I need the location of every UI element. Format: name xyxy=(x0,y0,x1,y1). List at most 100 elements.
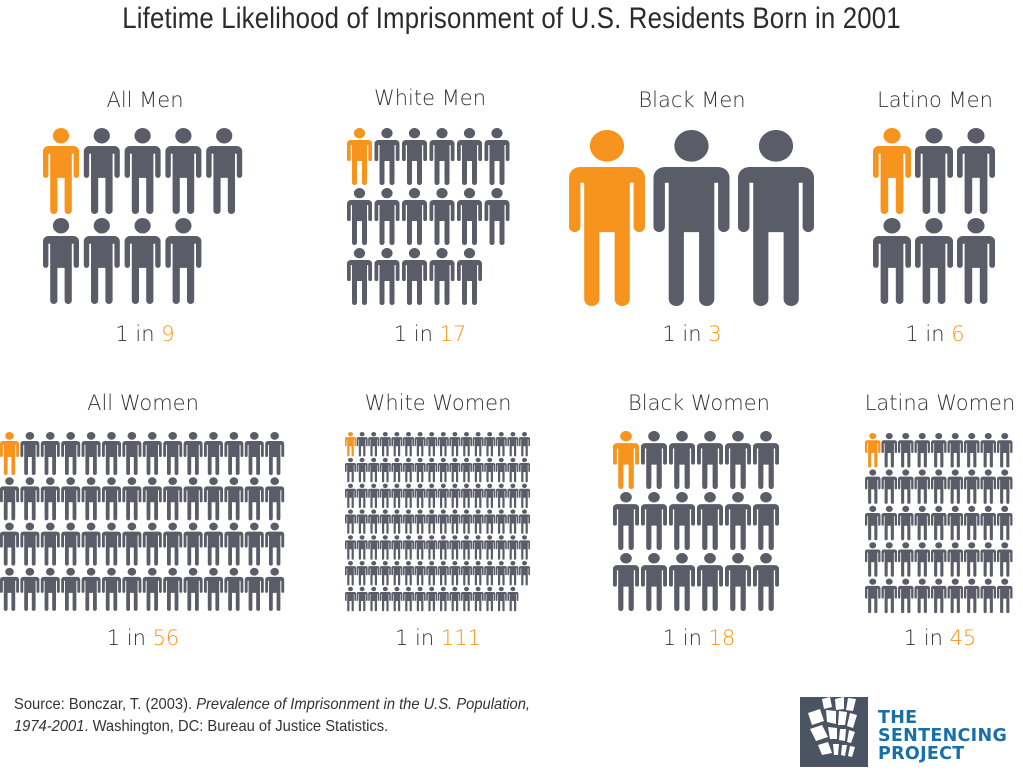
person-icon xyxy=(947,578,963,614)
person-icon xyxy=(183,567,203,611)
person-icon xyxy=(402,535,414,560)
person-icon-highlighted xyxy=(569,130,645,306)
person-icon xyxy=(83,128,120,214)
person-icon xyxy=(437,509,449,534)
person-icon xyxy=(495,535,507,560)
person-icon xyxy=(345,457,356,483)
person-icon xyxy=(429,248,455,305)
person-icon xyxy=(914,542,930,577)
person-icon xyxy=(81,432,101,475)
person-icon xyxy=(206,128,243,214)
person-icon xyxy=(379,586,391,612)
person-icon xyxy=(449,509,461,534)
person-icon-highlighted xyxy=(43,128,79,214)
person-icon xyxy=(391,509,403,534)
logo-wordmark: THE SENTENCING PROJECT xyxy=(878,709,1007,763)
stat-white-women: 1 in 111 xyxy=(338,626,538,650)
person-icon xyxy=(437,483,449,509)
person-icon xyxy=(472,586,484,612)
person-icon xyxy=(472,509,484,534)
person-icon xyxy=(641,492,667,550)
person-icon xyxy=(391,457,403,483)
pictograph-svg xyxy=(865,433,1013,614)
person-icon xyxy=(203,477,223,521)
person-icon xyxy=(957,128,995,214)
person-icon xyxy=(507,483,519,509)
person-icon xyxy=(124,128,161,214)
person-icon xyxy=(374,128,400,185)
stat-prefix: 1 in xyxy=(903,626,950,650)
person-icon xyxy=(0,477,20,521)
person-icon xyxy=(368,560,380,586)
person-icon xyxy=(472,457,484,483)
person-icon xyxy=(437,560,449,586)
person-icon xyxy=(484,457,496,483)
person-icon xyxy=(391,560,403,586)
person-icon xyxy=(753,431,779,489)
person-icon xyxy=(402,560,414,586)
person-icon xyxy=(414,535,426,560)
person-icon xyxy=(183,432,203,475)
person-icon xyxy=(224,522,244,566)
person-icon xyxy=(518,509,530,534)
person-icon xyxy=(898,542,914,577)
person-icon xyxy=(753,492,779,550)
stat-prefix: 1 in xyxy=(395,626,441,650)
person-icon xyxy=(368,586,380,612)
person-icon xyxy=(947,505,963,541)
person-icon xyxy=(61,522,81,566)
person-icon xyxy=(472,483,484,509)
pictograph-all-men xyxy=(43,128,247,308)
person-icon xyxy=(43,218,79,304)
person-icon xyxy=(881,505,897,541)
person-icon xyxy=(460,457,472,483)
person-icon xyxy=(437,586,449,612)
pictograph-black-women xyxy=(613,431,781,614)
stat-all-men: 1 in 9 xyxy=(45,322,245,346)
person-icon xyxy=(697,553,723,611)
pictograph-svg xyxy=(613,431,779,611)
person-icon xyxy=(426,457,438,483)
person-icon xyxy=(265,522,285,566)
person-icon xyxy=(224,477,244,521)
person-icon xyxy=(997,433,1013,468)
stat-black-men: 1 in 3 xyxy=(592,322,792,346)
person-icon xyxy=(898,578,914,614)
pictograph-svg xyxy=(43,128,243,304)
pictograph-latino-men xyxy=(873,128,999,308)
source-prefix: Source: Bonczar, T. (2003). xyxy=(14,696,197,713)
person-icon xyxy=(61,477,81,521)
person-icon xyxy=(163,567,183,611)
person-icon xyxy=(898,469,914,504)
person-icon xyxy=(265,477,285,521)
pictograph-svg xyxy=(345,432,530,612)
person-icon xyxy=(391,586,403,612)
person-icon xyxy=(495,586,507,612)
person-icon xyxy=(429,188,455,245)
person-icon xyxy=(122,477,142,521)
person-icon xyxy=(947,542,963,577)
person-icon xyxy=(414,509,426,534)
person-icon xyxy=(449,432,461,457)
person-icon xyxy=(449,483,461,509)
person-icon xyxy=(725,431,751,489)
pictograph-svg xyxy=(347,128,510,305)
panel-label-all-men: All Men xyxy=(106,88,184,112)
person-icon xyxy=(931,469,947,504)
person-icon xyxy=(356,535,368,560)
person-icon xyxy=(931,433,947,468)
person-icon xyxy=(122,432,142,475)
person-icon xyxy=(507,432,519,457)
person-icon xyxy=(669,492,695,550)
person-icon xyxy=(345,586,356,612)
pictograph-all-women xyxy=(0,432,286,613)
person-icon xyxy=(414,432,426,457)
person-icon xyxy=(697,492,723,550)
sentencing-project-logo-icon xyxy=(800,697,868,767)
person-icon-highlighted xyxy=(345,432,356,457)
person-icon xyxy=(738,130,814,306)
person-icon xyxy=(460,432,472,457)
person-icon xyxy=(244,522,264,566)
person-icon xyxy=(495,509,507,534)
person-icon xyxy=(484,188,510,245)
